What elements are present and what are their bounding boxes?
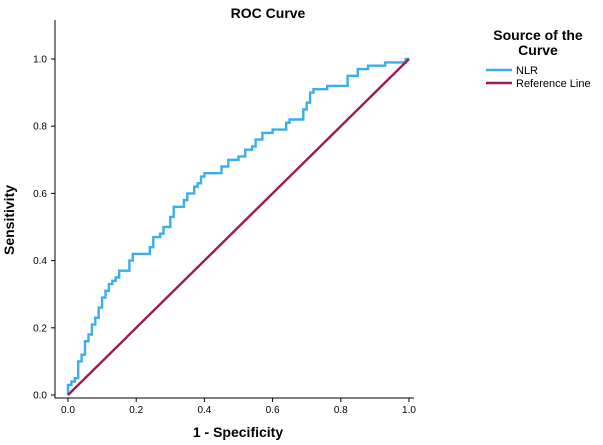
x-tick-label: 0.2 [129, 405, 143, 416]
y-tick-label: 0.4 [33, 256, 47, 267]
y-axis-ticks: 0.0 0.2 0.4 0.6 0.8 1.0 [33, 55, 55, 402]
plot-area: 0.0 0.2 0.4 0.6 0.8 1.0 0.0 0.2 0.4 0.6 0.8 1.0 [33, 20, 416, 416]
series-line-reference-line [67, 58, 410, 396]
legend-title-line-1: Source of the [493, 27, 583, 43]
x-axis-ticks: 0.0 0.2 0.4 0.6 0.8 1.0 [61, 398, 416, 416]
y-axis-title: Sensitivity [1, 185, 17, 255]
legend-label-nlr: NLR [516, 65, 538, 77]
y-tick-label: 0.8 [33, 122, 47, 133]
y-tick-label: 1.0 [33, 55, 47, 66]
x-axis-title: 1 - Specificity [193, 424, 283, 440]
series-line-nlr [66, 57, 409, 395]
x-tick-label: 0.6 [266, 405, 280, 416]
x-tick-label: 0.0 [61, 405, 75, 416]
y-tick-label: 0.2 [33, 323, 47, 334]
x-tick-label: 1.0 [402, 405, 416, 416]
y-tick-label: 0.6 [33, 189, 47, 200]
series-layer [66, 57, 410, 396]
x-tick-label: 0.4 [197, 405, 211, 416]
chart-title: ROC Curve [231, 5, 306, 21]
legend-label-reference-line: Reference Line [516, 78, 591, 90]
x-tick-label: 0.8 [334, 405, 348, 416]
y-tick-label: 0.0 [33, 391, 47, 402]
legend-title-line-2: Curve [518, 42, 558, 58]
